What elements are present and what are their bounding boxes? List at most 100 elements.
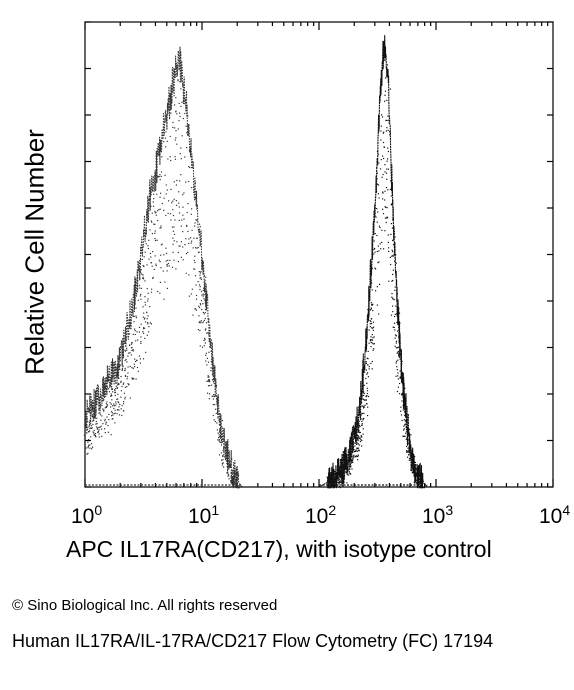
speckle-point xyxy=(114,390,116,392)
speckle-point xyxy=(392,279,394,282)
speckle-point xyxy=(351,459,353,461)
speckle-point xyxy=(172,243,174,245)
speckle-point xyxy=(390,314,393,316)
speckle-point xyxy=(89,419,91,421)
y-axis-label: Relative Cell Number xyxy=(19,129,50,375)
speckle-point xyxy=(148,331,150,333)
speckle-point xyxy=(163,298,165,300)
speckle-point xyxy=(422,480,424,482)
speckle-point xyxy=(160,145,162,147)
speckle-point xyxy=(393,322,396,324)
speckle-point xyxy=(231,472,233,474)
speckle-point xyxy=(414,465,416,467)
speckle-point xyxy=(205,328,207,330)
speckle-point xyxy=(338,472,340,474)
speckle-point xyxy=(90,436,92,438)
speckle-point xyxy=(334,473,336,475)
speckle-point xyxy=(124,398,126,400)
speckle-point xyxy=(223,446,225,448)
histogram-speckles xyxy=(83,76,241,489)
speckle-point xyxy=(221,426,223,428)
speckle-point xyxy=(406,450,408,452)
speckle-point xyxy=(144,301,146,303)
speckle-point xyxy=(420,476,422,478)
speckle-point xyxy=(94,415,97,417)
speckle-point xyxy=(399,356,401,358)
speckle-point xyxy=(199,329,201,332)
speckle-point xyxy=(166,189,168,191)
speckle-point xyxy=(106,405,108,407)
speckle-point xyxy=(363,412,365,414)
speckle-point xyxy=(208,398,210,400)
speckle-point xyxy=(333,481,335,484)
speckle-point xyxy=(179,153,181,155)
speckle-point xyxy=(197,246,199,249)
speckle-point xyxy=(88,421,90,423)
speckle-point xyxy=(89,430,91,432)
speckle-point xyxy=(115,375,117,377)
speckle-point xyxy=(333,487,335,489)
speckle-point xyxy=(144,296,146,298)
speckle-point xyxy=(365,395,367,397)
speckle-point xyxy=(333,474,335,476)
speckle-point xyxy=(384,190,386,192)
speckle-point xyxy=(371,339,373,341)
speckle-point xyxy=(144,280,146,282)
speckle-point xyxy=(165,247,167,249)
speckle-point xyxy=(358,444,360,446)
speckle-point xyxy=(387,234,389,236)
speckle-point xyxy=(392,251,394,253)
speckle-point xyxy=(356,450,358,452)
speckle-point xyxy=(356,426,358,429)
speckle-point xyxy=(339,470,341,473)
flow-histogram-plot: 100 101 102 103 104 xyxy=(71,21,570,528)
speckle-point xyxy=(228,457,230,459)
speckle-point xyxy=(198,321,200,323)
speckle-point xyxy=(336,477,338,480)
speckle-point xyxy=(160,225,162,227)
speckle-point xyxy=(136,359,138,361)
speckle-point xyxy=(391,296,393,298)
speckle-point xyxy=(405,451,408,453)
speckle-point xyxy=(182,246,184,248)
speckle-point xyxy=(395,254,397,256)
speckle-point xyxy=(207,380,209,382)
speckle-point xyxy=(371,334,373,336)
speckle-point xyxy=(347,466,349,468)
speckle-point xyxy=(167,158,169,160)
speckle-point xyxy=(366,390,369,392)
speckle-point xyxy=(170,112,172,114)
speckle-point xyxy=(406,419,408,421)
speckle-point xyxy=(367,395,370,398)
speckle-point xyxy=(124,375,127,377)
speckle-point xyxy=(370,362,372,365)
speckle-point xyxy=(407,451,409,453)
speckle-point xyxy=(345,467,347,469)
speckle-point xyxy=(100,419,102,421)
speckle-point xyxy=(376,172,378,174)
speckle-point xyxy=(185,253,187,255)
speckle-point xyxy=(234,472,236,474)
speckle-point xyxy=(222,455,224,457)
speckle-point xyxy=(226,472,228,474)
speckle-point xyxy=(420,481,422,483)
speckle-point xyxy=(352,457,354,459)
speckle-point xyxy=(403,419,405,421)
speckle-point xyxy=(226,457,228,459)
speckle-point xyxy=(172,126,174,128)
speckle-point xyxy=(386,178,388,180)
speckle-point xyxy=(366,403,368,405)
speckle-point xyxy=(371,267,373,270)
speckle-point xyxy=(175,111,177,113)
speckle-point xyxy=(127,355,129,357)
speckle-point xyxy=(213,396,215,398)
speckle-point xyxy=(415,464,417,466)
speckle-point xyxy=(371,282,373,284)
speckle-point xyxy=(405,432,407,434)
speckle-point xyxy=(345,466,347,468)
speckle-point xyxy=(407,447,409,449)
speckle-point xyxy=(185,105,187,107)
speckle-point xyxy=(342,466,344,468)
speckle-point xyxy=(398,326,400,328)
speckle-point xyxy=(341,479,343,481)
